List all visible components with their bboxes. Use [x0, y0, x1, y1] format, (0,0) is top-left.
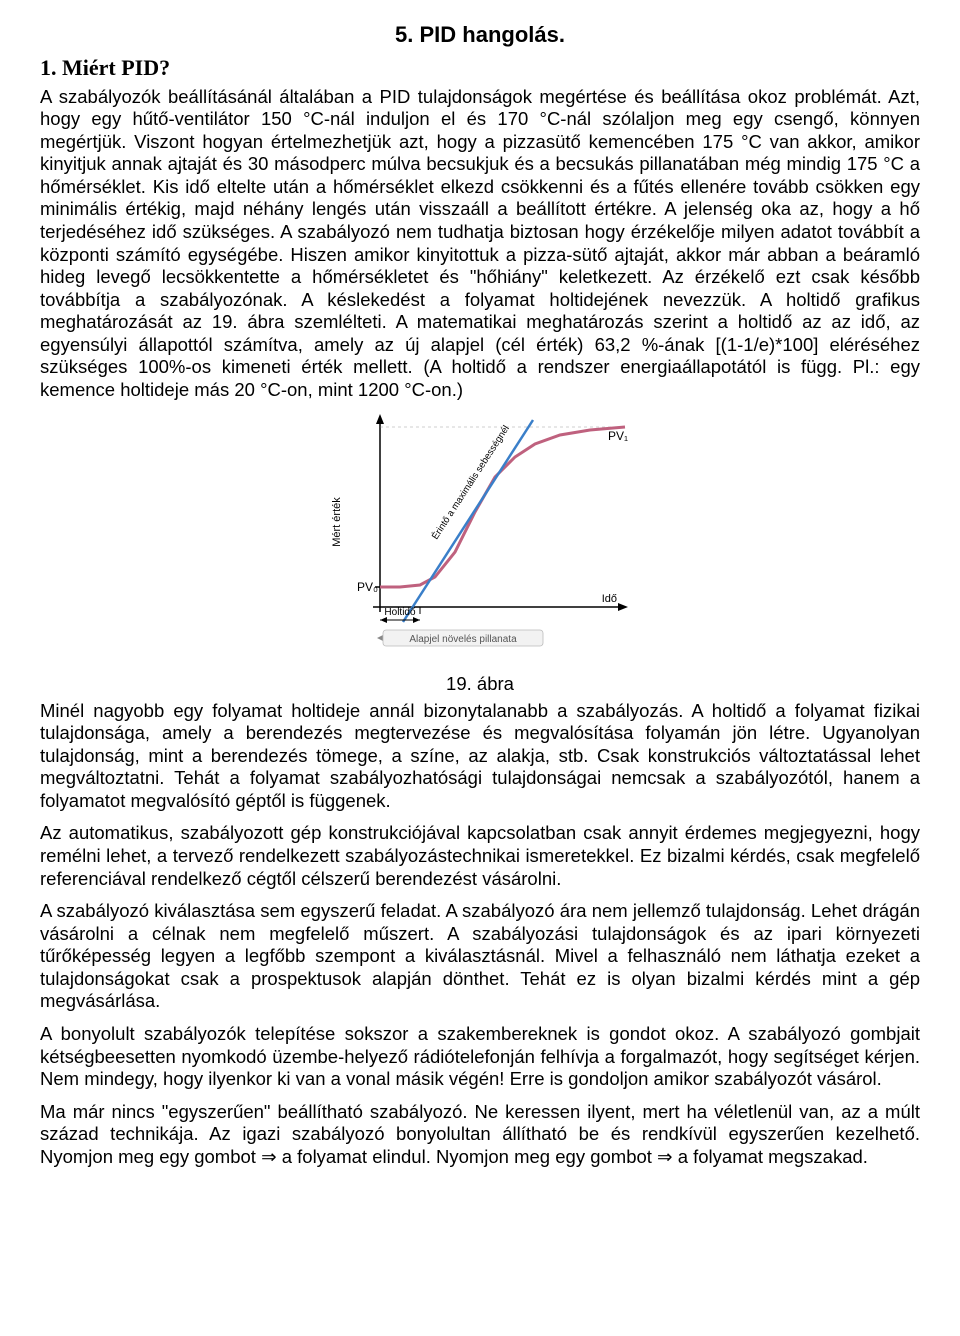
figure-holtido: Mért érték Idő PV₀ PV₁ Holtidő Alapjel n…	[40, 412, 920, 668]
paragraph-4: A szabályozó kiválasztása sem egyszerű f…	[40, 900, 920, 1013]
svg-text:Alapjel növelés pillanata: Alapjel növelés pillanata	[409, 634, 517, 645]
paragraph-6: Ma már nincs "egyszerűen" beállítható sz…	[40, 1101, 920, 1169]
paragraph-3: Az automatikus, szabályozott gép konstru…	[40, 822, 920, 890]
svg-text:Idő: Idő	[602, 593, 617, 605]
svg-text:Érintő a maximális sebességnél: Érintő a maximális sebességnél	[430, 423, 512, 541]
svg-text:Holtidő: Holtidő	[384, 607, 416, 618]
figure-caption: 19. ábra	[40, 673, 920, 696]
svg-text:PV₀: PV₀	[357, 580, 378, 594]
section-title: 5. PID hangolás.	[40, 22, 920, 49]
svg-text:Mért érték: Mért érték	[331, 496, 343, 546]
paragraph-intro: A szabályozók beállításánál általában a …	[40, 86, 920, 402]
paragraph-2: Minél nagyobb egy folyamat holtideje ann…	[40, 700, 920, 813]
holtido-chart: Mért érték Idő PV₀ PV₁ Holtidő Alapjel n…	[325, 412, 635, 662]
paragraph-5: A bonyolult szabályozók telepítése soksz…	[40, 1023, 920, 1091]
svg-text:PV₁: PV₁	[608, 429, 628, 443]
subheading: 1. Miért PID?	[40, 55, 920, 82]
